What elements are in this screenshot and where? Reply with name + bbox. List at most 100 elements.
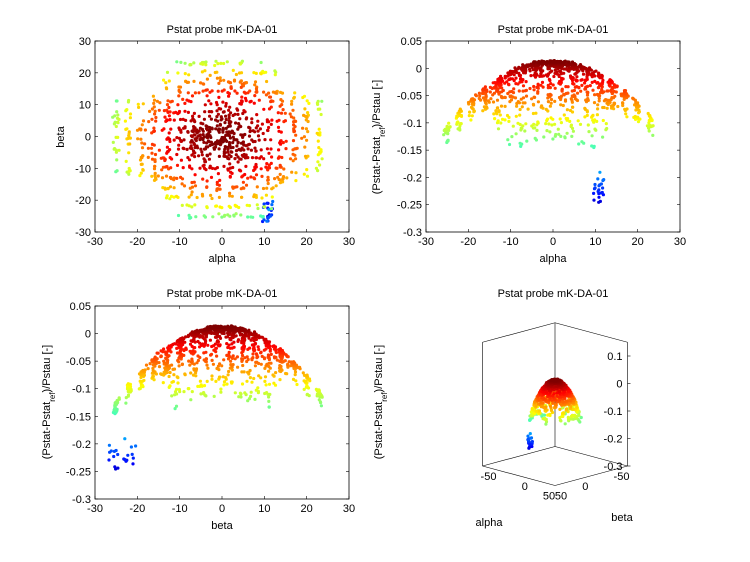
data-point — [510, 89, 514, 94]
data-point — [235, 107, 239, 111]
data-point — [456, 120, 460, 124]
data-point — [221, 139, 225, 143]
data-point — [507, 142, 512, 147]
data-point — [151, 366, 155, 370]
data-point — [302, 135, 306, 139]
data-point — [559, 94, 564, 98]
data-point — [499, 121, 503, 125]
data-point — [280, 91, 285, 95]
data-point — [278, 181, 283, 185]
x-tick-label: -30 — [418, 236, 434, 248]
data-point — [201, 122, 205, 126]
data-point — [205, 77, 209, 81]
data-point — [305, 168, 309, 172]
data-point — [566, 415, 570, 419]
data-point — [225, 342, 229, 346]
data-point — [600, 73, 604, 77]
data-point — [126, 382, 130, 386]
data-point — [263, 375, 268, 379]
data-point — [188, 349, 192, 353]
data-point — [302, 172, 306, 176]
y-tick-label: -0.25 — [66, 466, 91, 478]
data-point — [601, 186, 605, 190]
data-point — [314, 166, 318, 170]
data-point — [255, 185, 259, 189]
data-point — [536, 100, 541, 104]
data-point — [230, 368, 234, 372]
data-point — [548, 130, 552, 134]
data-point — [552, 377, 556, 382]
data-point — [290, 99, 294, 103]
data-point — [115, 407, 119, 411]
data-point — [200, 127, 204, 131]
data-point — [264, 193, 268, 197]
data-point — [201, 89, 205, 93]
data-point — [601, 78, 605, 82]
data-point — [239, 213, 243, 217]
data-point — [268, 95, 273, 99]
data-point — [243, 172, 247, 177]
data-point — [117, 148, 121, 152]
data-point — [253, 397, 257, 401]
data-point — [139, 128, 143, 132]
data-point — [530, 407, 534, 411]
data-point — [222, 164, 226, 168]
data-point — [550, 69, 554, 73]
data-point — [125, 108, 129, 112]
data-point — [183, 372, 187, 376]
data-point — [259, 214, 263, 218]
data-point — [566, 60, 570, 64]
data-point — [301, 95, 305, 100]
3d-box-edge — [554, 465, 628, 486]
data-point — [225, 139, 229, 143]
data-point — [130, 452, 134, 456]
data-point — [190, 139, 194, 143]
data-point — [505, 113, 510, 118]
data-point — [243, 356, 247, 360]
data-point — [501, 88, 505, 93]
data-point — [524, 80, 528, 84]
data-point — [267, 369, 271, 373]
data-point — [291, 108, 295, 112]
data-point — [202, 391, 206, 395]
data-point — [266, 353, 270, 357]
data-point — [525, 139, 529, 143]
data-point — [218, 76, 222, 80]
data-point — [214, 59, 218, 63]
data-point — [134, 444, 138, 448]
data-point — [270, 207, 274, 211]
data-point — [216, 119, 220, 123]
data-point — [267, 395, 271, 399]
z-axis-label: (Pstat-Pstatref)/Pstau [-] — [373, 345, 389, 460]
data-point — [264, 93, 268, 97]
data-point — [252, 376, 256, 381]
data-point — [112, 454, 116, 459]
data-point — [270, 118, 274, 122]
data-point — [201, 177, 205, 181]
data-point — [188, 363, 192, 367]
data-point — [587, 130, 591, 134]
data-point — [597, 96, 601, 100]
data-point — [455, 114, 459, 118]
y-tick-label: 0 — [522, 481, 528, 493]
data-point — [545, 117, 550, 121]
data-point — [496, 127, 501, 131]
data-point — [510, 135, 514, 139]
data-point — [548, 104, 553, 108]
data-point — [284, 139, 288, 143]
data-point — [160, 176, 165, 180]
data-point — [186, 156, 190, 160]
data-point — [249, 148, 253, 152]
data-point — [123, 437, 127, 441]
data-point — [265, 391, 269, 395]
data-point — [211, 362, 215, 366]
data-point — [200, 192, 204, 196]
data-point — [303, 145, 307, 149]
data-point — [553, 122, 557, 126]
data-point — [246, 147, 250, 151]
data-point — [503, 74, 507, 78]
data-point — [255, 360, 259, 364]
data-point — [187, 158, 192, 162]
data-point — [126, 453, 130, 457]
data-point — [261, 186, 266, 191]
